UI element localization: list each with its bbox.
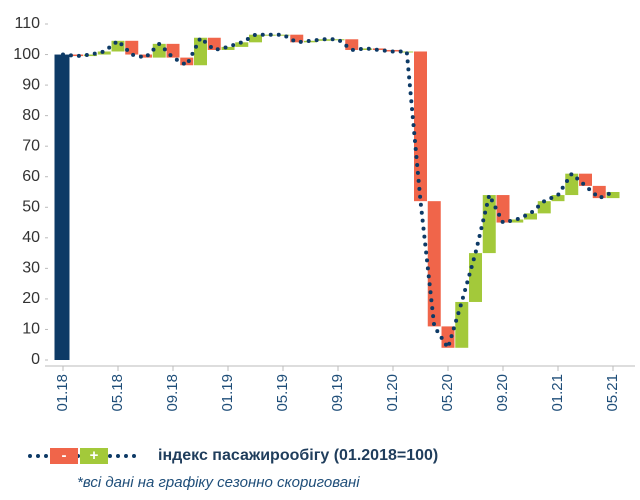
x-tick-label: 05.18: [109, 374, 126, 412]
bar: [221, 46, 235, 50]
bar: [372, 48, 386, 50]
y-tick-label: 40: [22, 229, 40, 246]
bar: [345, 39, 359, 50]
legend-minus: -: [62, 447, 67, 464]
y-tick-label: 110: [14, 15, 40, 32]
y-tick-label: 30: [22, 260, 40, 277]
bar: [70, 54, 84, 57]
bar: [276, 34, 290, 36]
y-tick-label: 70: [22, 137, 40, 154]
legend-label: індекс пасажирообігу (01.2018=100): [158, 447, 438, 464]
x-tick-label: 05.19: [274, 374, 291, 412]
x-tick-label: 01.19: [219, 374, 236, 412]
bar: [565, 173, 579, 196]
bar: [54, 54, 70, 360]
bar: [139, 54, 152, 58]
bar: [482, 195, 496, 254]
bar: [194, 37, 207, 66]
bar: [510, 219, 524, 223]
bar: [359, 48, 372, 50]
bar: [441, 326, 455, 348]
bar: [235, 42, 249, 47]
bar: [579, 173, 592, 186]
y-tick-label: 20: [22, 290, 40, 307]
bar: [427, 201, 441, 327]
bar: [249, 34, 262, 43]
x-tick-label: 01.18: [54, 374, 71, 412]
legend-plus-box: [80, 448, 108, 464]
y-tick-label: 0: [31, 351, 40, 368]
bar: [496, 195, 510, 223]
bar: [524, 213, 537, 220]
bar: [469, 253, 482, 302]
bar: [606, 192, 620, 199]
bar: [551, 195, 565, 202]
x-tick-label: 05.20: [439, 374, 456, 412]
y-tick-label: 100: [13, 46, 40, 63]
y-tick-label: 10: [22, 321, 40, 338]
bar: [97, 51, 111, 55]
bar: [84, 54, 97, 57]
x-tick-label: 01.21: [549, 374, 566, 412]
bar: [414, 51, 427, 202]
bar: [166, 43, 180, 58]
legend-plus: +: [90, 447, 99, 464]
y-tick-label: 90: [22, 76, 40, 93]
bar: [152, 43, 166, 58]
x-tick-label: 09.19: [329, 374, 346, 412]
bar: [331, 39, 345, 41]
x-tick-label: 05.21: [604, 374, 621, 412]
legend-minus-box: [50, 448, 78, 464]
bar: [290, 34, 304, 43]
y-tick-label: 80: [22, 107, 40, 124]
x-tick-label: 09.20: [494, 374, 511, 412]
bar: [455, 301, 469, 348]
note: *всі дані на графіку сезонно скориговані: [77, 474, 360, 491]
index-line: [61, 32, 615, 353]
bar: [111, 40, 125, 52]
y-tick-label: 60: [22, 168, 40, 185]
y-tick-label: 50: [22, 198, 40, 215]
bar: [537, 201, 551, 214]
bar: [180, 57, 194, 66]
x-tick-label: 09.18: [164, 374, 181, 412]
x-tick-label: 01.20: [384, 374, 401, 412]
bar: [125, 40, 139, 55]
